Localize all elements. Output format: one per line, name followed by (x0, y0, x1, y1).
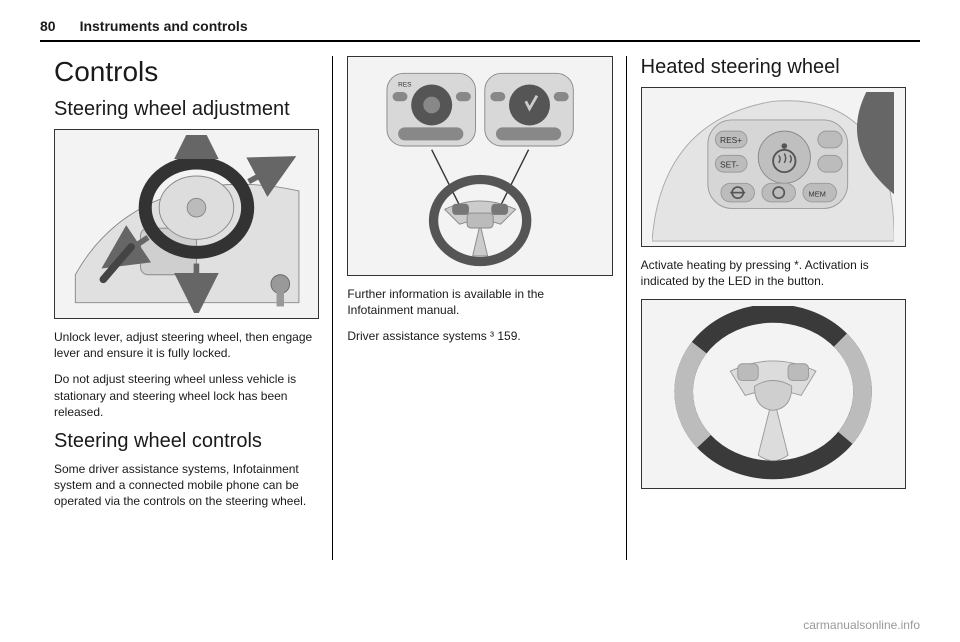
figure-steering-controls: RES (347, 56, 612, 276)
manual-page: 80 Instruments and controls Controls Ste… (0, 0, 960, 642)
column-2: RES (333, 56, 626, 520)
subheading-heated-wheel: Heated steering wheel (641, 56, 906, 79)
column-3: Heated steering wheel (627, 56, 920, 520)
svg-text:MEM: MEM (809, 190, 826, 199)
svg-text:RES: RES (398, 81, 412, 88)
subheading-steering-adjust: Steering wheel adjustment (54, 98, 319, 121)
page-header: 80 Instruments and controls (40, 18, 920, 36)
para-adjust-2: Do not adjust steering wheel unless vehi… (54, 371, 319, 420)
figure-steering-adjust (54, 129, 319, 319)
watermark: carmanualsonline.info (803, 618, 920, 632)
para-driver-assist-xref: Driver assistance systems ³ 159. (347, 328, 612, 344)
heated-button-icon: RES+ SET- MEM (652, 92, 894, 241)
header-rule (40, 40, 920, 42)
para-controls-1: Some driver assistance systems, Infotain… (54, 461, 319, 510)
para-heated-1: Activate heating by pressing *. Activati… (641, 257, 906, 289)
page-number: 80 (40, 18, 56, 34)
figure-steering-wheel (641, 299, 906, 489)
para-infotainment: Further information is available in the … (347, 286, 612, 318)
figure-heated-button: RES+ SET- MEM (641, 87, 906, 247)
para-adjust-1: Unlock lever, adjust steering wheel, the… (54, 329, 319, 361)
column-1: Controls Steering wheel adjustment (40, 56, 333, 520)
subheading-steering-controls: Steering wheel controls (54, 430, 319, 453)
svg-text:SET-: SET- (720, 160, 739, 170)
steering-controls-icon: RES (359, 64, 601, 269)
svg-text:RES+: RES+ (720, 136, 742, 146)
steering-wheel-icon (652, 306, 894, 483)
chapter-title: Instruments and controls (80, 18, 248, 34)
steering-adjust-icon (66, 135, 308, 312)
section-heading-controls: Controls (54, 56, 319, 88)
columns: Controls Steering wheel adjustment (40, 56, 920, 520)
